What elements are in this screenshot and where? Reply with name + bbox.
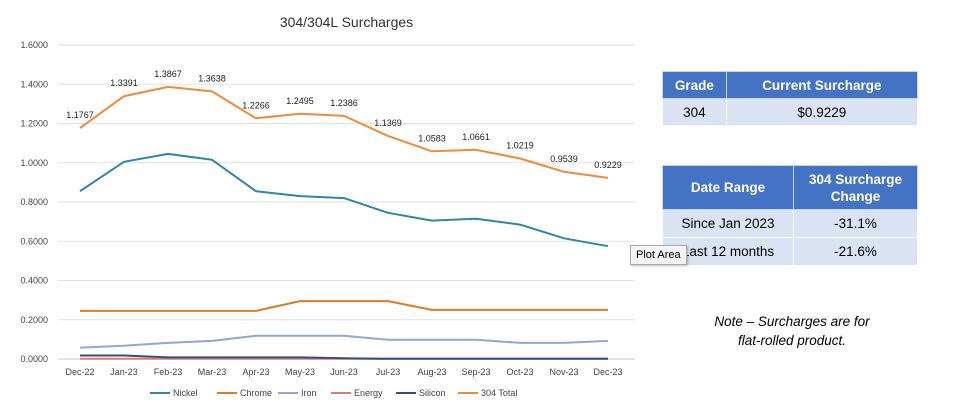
- y-tick-label: 0.2000: [20, 315, 48, 325]
- data-label-Apr-23: 1.2266: [242, 100, 270, 110]
- x-tick-label-Aug-23: Aug-23: [417, 367, 446, 377]
- data-label-May-23: 1.2495: [286, 96, 314, 106]
- data-label-Oct-23: 1.0219: [506, 140, 534, 150]
- legend-label-iron: Iron: [301, 388, 317, 398]
- legend-label-energy: Energy: [354, 388, 383, 398]
- note-line-2: flat-rolled product.: [737, 333, 847, 348]
- x-tick-label-Nov-23: Nov-23: [549, 367, 578, 377]
- y-tick-label: 1.6000: [20, 40, 48, 50]
- surcharge-note: Note – Surcharges are for flat-rolled pr…: [680, 312, 904, 350]
- data-label-Nov-23: 0.9539: [550, 154, 578, 164]
- y-tick-label: 0.6000: [20, 236, 48, 246]
- series-line-304-total: [79, 85, 609, 179]
- x-tick-label-Jan-23: Jan-23: [110, 367, 138, 377]
- range-value-last-12: -21.6%: [793, 237, 918, 266]
- y-tick-label: 0.4000: [20, 276, 48, 286]
- y-tick-label: 1.4000: [20, 79, 48, 89]
- legend-label-chrome: Chrome: [240, 388, 272, 398]
- note-line-1: Note – Surcharges are for: [714, 314, 870, 329]
- x-tick-label-Mar-23: Mar-23: [198, 367, 227, 377]
- data-label-Jul-23: 1.1369: [374, 118, 402, 128]
- x-tick-label-Jul-23: Jul-23: [376, 367, 401, 377]
- x-tick-label-Apr-23: Apr-23: [242, 367, 269, 377]
- range-value-since-jan: -31.1%: [793, 209, 918, 238]
- surcharge-line-chart: 304/304L Surcharges 0.0000 0.2000 0.4000 0.6…: [20, 14, 635, 398]
- series-line-silicon: [80, 354, 608, 360]
- current-surcharge-value: $0.9229: [725, 98, 919, 126]
- data-label-Dec-23: 0.9229: [594, 160, 622, 170]
- x-tick-label-May-23: May-23: [285, 367, 315, 377]
- range-label-since-jan: Since Jan 2023: [662, 209, 794, 238]
- data-label-Mar-23: 1.3638: [198, 73, 226, 83]
- data-label-Jun-23: 1.2386: [330, 98, 358, 108]
- current-surcharge-header: Current Surcharge: [725, 71, 919, 99]
- grade-value: 304: [662, 98, 727, 126]
- date-range-header: Date Range: [662, 165, 794, 210]
- series-line-nickel: [79, 152, 609, 248]
- x-tick-label-Dec-23: Dec-23: [593, 367, 622, 377]
- series-line-iron: [79, 334, 609, 349]
- x-tick-label-Jun-23: Jun-23: [330, 367, 358, 377]
- y-tick-label: 0.8000: [20, 197, 48, 207]
- data-label-Aug-23: 1.0583: [418, 133, 446, 143]
- series-line-chrome: [80, 300, 608, 312]
- date-range-table: Date Range 304 Surcharge Change Since Ja…: [662, 165, 918, 266]
- data-label-Jan-23: 1.3391: [110, 78, 138, 88]
- chart-title: 304/304L Surcharges: [280, 14, 413, 30]
- plot-area-tooltip: Plot Area: [630, 245, 687, 265]
- data-label-Sep-23: 1.0661: [462, 132, 490, 142]
- x-tick-label-Sep-23: Sep-23: [461, 367, 490, 377]
- grade-table: Grade Current Surcharge 304 $0.9229: [662, 71, 919, 126]
- surcharge-change-header: 304 Surcharge Change: [793, 165, 918, 210]
- data-label-Feb-23: 1.3867: [154, 69, 182, 79]
- data-label-Dec-22: 1.1767: [66, 110, 94, 120]
- x-tick-label-Feb-23: Feb-23: [154, 367, 183, 377]
- y-tick-label: 0.0000: [20, 354, 48, 364]
- y-tick-label: 1.0000: [20, 158, 48, 168]
- grade-header: Grade: [662, 71, 727, 99]
- legend-label-silicon: Silicon: [419, 388, 446, 398]
- x-tick-label-Oct-23: Oct-23: [506, 367, 533, 377]
- legend-label-nickel: Nickel: [173, 388, 198, 398]
- y-tick-label: 1.2000: [20, 119, 48, 129]
- x-tick-label-Dec-22: Dec-22: [65, 367, 94, 377]
- legend-label-304-total: 304 Total: [481, 388, 517, 398]
